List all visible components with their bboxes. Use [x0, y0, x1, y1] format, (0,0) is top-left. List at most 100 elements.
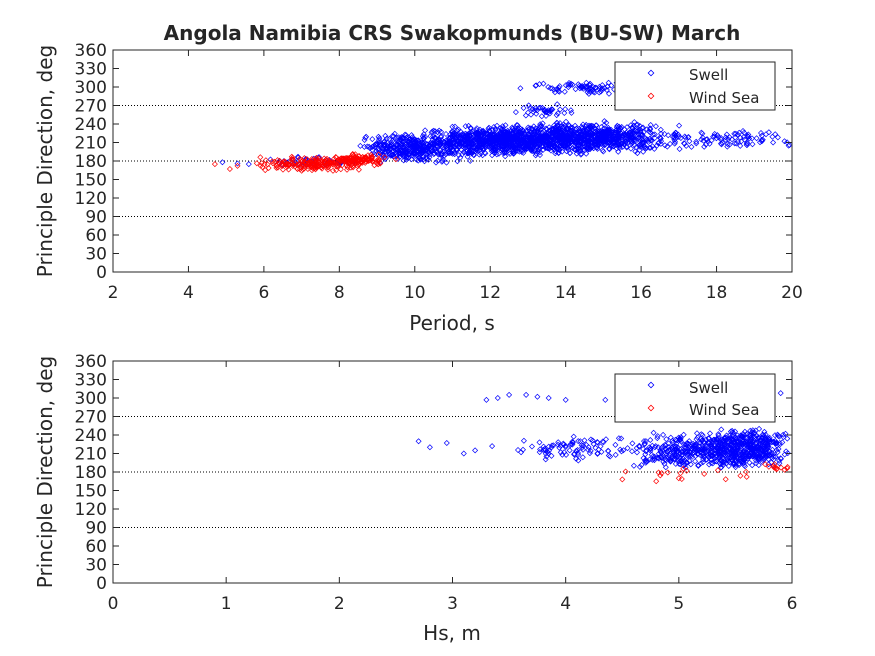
x-tick-label: 16 — [630, 283, 652, 303]
point-swell — [760, 457, 767, 464]
point-swell — [651, 135, 658, 141]
point-wind-sea — [318, 162, 325, 168]
point-swell — [599, 137, 605, 144]
point-swell — [716, 448, 723, 455]
point-swell — [591, 138, 597, 145]
point-swell — [624, 445, 631, 452]
point-swell — [369, 146, 376, 153]
point-swell — [517, 85, 524, 92]
point-swell — [717, 453, 724, 460]
point-swell — [567, 150, 574, 156]
point-swell — [740, 128, 746, 134]
point-wind-sea — [362, 159, 369, 166]
point-swell — [593, 144, 600, 151]
point-swell — [759, 136, 766, 143]
y-tick-label: 60 — [85, 226, 107, 246]
y-tick-label: 120 — [75, 500, 107, 520]
point-swell — [369, 136, 376, 143]
point-swell — [512, 109, 519, 116]
point-wind-sea — [658, 470, 665, 477]
point-swell — [567, 441, 574, 447]
point-swell — [482, 137, 489, 144]
point-swell — [720, 458, 727, 465]
point-swell — [727, 428, 734, 435]
point-wind-sea — [371, 162, 378, 169]
point-wind-sea — [365, 157, 372, 164]
point-swell — [487, 136, 494, 143]
point-swell — [590, 84, 597, 90]
point-swell — [622, 139, 629, 146]
point-swell — [613, 145, 620, 152]
point-swell — [532, 82, 539, 89]
point-swell — [606, 90, 612, 97]
point-swell — [441, 147, 448, 154]
point-swell — [647, 125, 654, 132]
point-swell — [520, 437, 527, 444]
point-swell — [551, 129, 558, 136]
point-swell — [548, 452, 555, 459]
point-swell — [623, 143, 630, 150]
point-wind-sea — [355, 166, 362, 173]
point-swell — [438, 133, 445, 139]
point-swell — [774, 134, 781, 141]
point-swell — [472, 447, 479, 454]
reference-lines — [113, 105, 792, 217]
point-swell — [373, 148, 380, 154]
point-swell — [657, 140, 664, 147]
point-swell — [601, 122, 608, 129]
legend-label-wind-sea: Wind Sea — [689, 401, 759, 419]
point-swell — [394, 142, 401, 149]
point-swell — [565, 84, 572, 91]
point-swell — [580, 446, 586, 453]
point-swell — [493, 151, 500, 158]
point-swell — [593, 122, 600, 129]
point-swell — [549, 442, 555, 449]
point-swell — [569, 438, 576, 445]
point-swell — [623, 136, 629, 143]
point-swell — [454, 139, 461, 146]
y-tick-label: 0 — [96, 263, 107, 283]
point-swell — [676, 122, 683, 129]
point-swell — [585, 131, 592, 138]
point-swell — [741, 428, 748, 435]
point-swell — [475, 137, 482, 143]
point-swell — [747, 450, 754, 457]
point-swell — [772, 432, 778, 439]
point-swell — [450, 136, 457, 143]
point-swell — [476, 140, 483, 147]
point-swell — [714, 436, 720, 443]
point-swell — [464, 143, 471, 150]
point-swell — [464, 153, 471, 160]
point-wind-sea — [307, 158, 314, 165]
point-wind-sea — [253, 160, 260, 167]
point-swell — [523, 391, 530, 398]
x-tick-label: 14 — [555, 283, 577, 303]
point-swell — [449, 147, 456, 154]
point-swell — [693, 138, 700, 145]
point-swell — [548, 132, 555, 139]
point-swell — [577, 143, 584, 150]
point-wind-sea — [234, 162, 241, 169]
point-swell — [735, 438, 742, 445]
point-swell — [682, 449, 689, 456]
point-swell — [770, 139, 777, 146]
point-swell — [548, 138, 554, 145]
point-swell — [757, 441, 764, 448]
point-swell — [580, 140, 587, 147]
point-swell — [662, 445, 669, 452]
x-tick-label: 6 — [258, 283, 269, 303]
point-swell — [698, 446, 705, 453]
point-wind-sea — [737, 472, 744, 479]
point-swell — [410, 149, 416, 156]
point-swell — [357, 142, 364, 149]
point-swell — [425, 149, 432, 156]
point-swell — [460, 450, 467, 457]
point-wind-sea — [317, 157, 323, 164]
point-swell — [400, 157, 407, 164]
point-swell — [618, 125, 624, 132]
point-swell — [583, 83, 590, 90]
point-swell — [525, 137, 532, 144]
point-swell — [569, 81, 576, 88]
point-swell — [489, 135, 496, 142]
